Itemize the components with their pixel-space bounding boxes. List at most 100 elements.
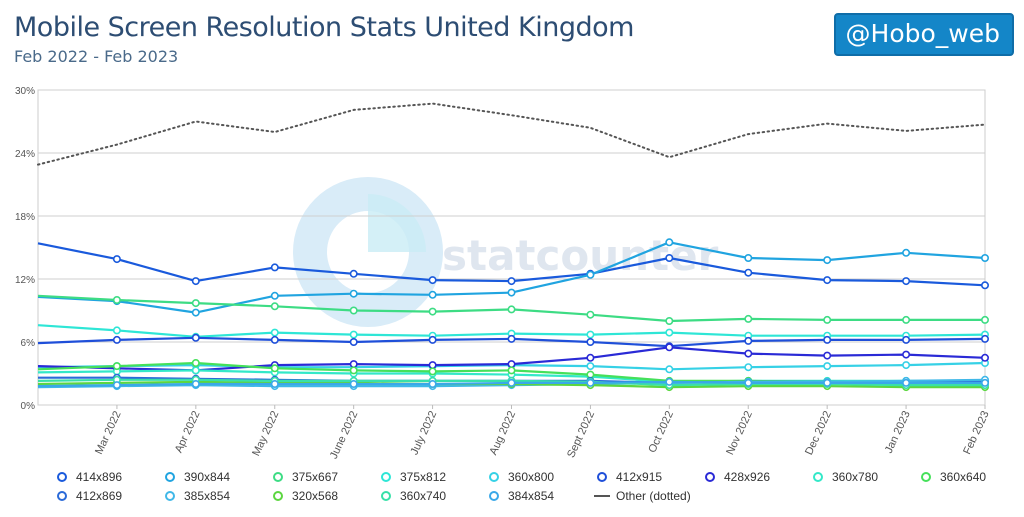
data-point[interactable] — [586, 330, 595, 339]
data-point[interactable] — [902, 335, 911, 344]
data-point[interactable] — [823, 378, 832, 387]
series-line[interactable] — [37, 102, 986, 166]
data-point[interactable] — [270, 364, 279, 373]
data-point[interactable] — [428, 379, 437, 388]
data-point[interactable] — [191, 308, 200, 317]
data-point[interactable] — [428, 361, 437, 370]
data-point[interactable] — [586, 362, 595, 371]
data-point[interactable] — [428, 307, 437, 316]
data-point[interactable] — [191, 277, 200, 286]
data-point[interactable] — [191, 358, 200, 367]
data-point[interactable] — [112, 255, 121, 264]
data-point[interactable] — [428, 367, 437, 376]
data-point[interactable] — [980, 315, 989, 324]
data-point[interactable] — [665, 377, 674, 386]
data-point[interactable] — [428, 290, 437, 299]
data-point[interactable] — [902, 350, 911, 359]
data-point[interactable] — [665, 254, 674, 263]
data-point[interactable] — [270, 302, 279, 311]
data-point[interactable] — [744, 336, 753, 345]
legend-item[interactable]: 360x740 — [376, 487, 484, 504]
data-point[interactable] — [665, 316, 674, 325]
series-414x896[interactable] — [37, 242, 989, 290]
legend-item[interactable]: 412x869 — [52, 487, 160, 504]
legend-item[interactable]: 385x854 — [160, 487, 268, 504]
data-point[interactable] — [980, 254, 989, 263]
legend-item[interactable]: 390x844 — [160, 468, 268, 485]
data-point[interactable] — [823, 315, 832, 324]
data-point[interactable] — [507, 288, 516, 297]
data-point[interactable] — [270, 379, 279, 388]
data-point[interactable] — [823, 362, 832, 371]
legend-item[interactable]: 360x640 — [916, 468, 1024, 485]
data-point[interactable] — [270, 328, 279, 337]
data-point[interactable] — [744, 349, 753, 358]
data-point[interactable] — [902, 378, 911, 387]
legend-item[interactable]: 428x926 — [700, 468, 808, 485]
data-point[interactable] — [112, 295, 121, 304]
data-point[interactable] — [665, 328, 674, 337]
data-point[interactable] — [586, 370, 595, 379]
data-point[interactable] — [902, 277, 911, 286]
data-point[interactable] — [349, 379, 358, 388]
data-point[interactable] — [349, 360, 358, 369]
data-point[interactable] — [191, 299, 200, 308]
data-point[interactable] — [586, 310, 595, 319]
legend-item[interactable]: 375x667 — [268, 468, 376, 485]
brand-badge[interactable]: @Hobo_web — [833, 13, 1014, 56]
data-point[interactable] — [665, 365, 674, 374]
series-390x844[interactable] — [37, 238, 989, 317]
data-point[interactable] — [980, 378, 989, 387]
legend-item[interactable]: 384x854 — [484, 487, 592, 504]
legend-item[interactable]: 360x780 — [808, 468, 916, 485]
data-point[interactable] — [191, 366, 200, 375]
legend-item[interactable]: 375x812 — [376, 468, 484, 485]
data-point[interactable] — [349, 366, 358, 375]
data-point[interactable] — [112, 335, 121, 344]
data-point[interactable] — [665, 343, 674, 352]
data-point[interactable] — [507, 305, 516, 314]
legend-item[interactable]: Other (dotted) — [592, 487, 700, 504]
legend-item[interactable]: 412x915 — [592, 468, 700, 485]
data-point[interactable] — [349, 330, 358, 339]
data-point[interactable] — [823, 335, 832, 344]
data-point[interactable] — [902, 248, 911, 257]
data-point[interactable] — [744, 314, 753, 323]
data-point[interactable] — [507, 378, 516, 387]
data-point[interactable] — [586, 337, 595, 346]
data-point[interactable] — [744, 378, 753, 387]
data-point[interactable] — [507, 277, 516, 286]
series-375x667[interactable] — [37, 294, 989, 325]
data-point[interactable] — [428, 276, 437, 285]
data-point[interactable] — [349, 337, 358, 346]
data-point[interactable] — [112, 362, 121, 371]
legend-item[interactable]: 360x800 — [484, 468, 592, 485]
legend-item[interactable]: 320x568 — [268, 487, 376, 504]
data-point[interactable] — [665, 238, 674, 247]
data-point[interactable] — [902, 315, 911, 324]
data-point[interactable] — [428, 335, 437, 344]
data-point[interactable] — [507, 360, 516, 369]
data-point[interactable] — [270, 291, 279, 300]
data-point[interactable] — [270, 263, 279, 272]
data-point[interactable] — [191, 333, 200, 342]
legend-item[interactable]: 414x896 — [52, 468, 160, 485]
data-point[interactable] — [823, 276, 832, 285]
data-point[interactable] — [980, 353, 989, 362]
series-384x854[interactable] — [37, 377, 989, 390]
data-point[interactable] — [744, 254, 753, 263]
data-point[interactable] — [112, 326, 121, 335]
data-point[interactable] — [823, 256, 832, 265]
data-point[interactable] — [191, 379, 200, 388]
data-point[interactable] — [902, 361, 911, 370]
data-point[interactable] — [507, 366, 516, 375]
data-point[interactable] — [586, 270, 595, 279]
data-point[interactable] — [823, 351, 832, 360]
data-point[interactable] — [270, 335, 279, 344]
data-point[interactable] — [586, 378, 595, 387]
data-point[interactable] — [349, 306, 358, 315]
data-point[interactable] — [112, 381, 121, 390]
data-point[interactable] — [507, 334, 516, 343]
data-point[interactable] — [980, 334, 989, 343]
data-point[interactable] — [349, 269, 358, 278]
